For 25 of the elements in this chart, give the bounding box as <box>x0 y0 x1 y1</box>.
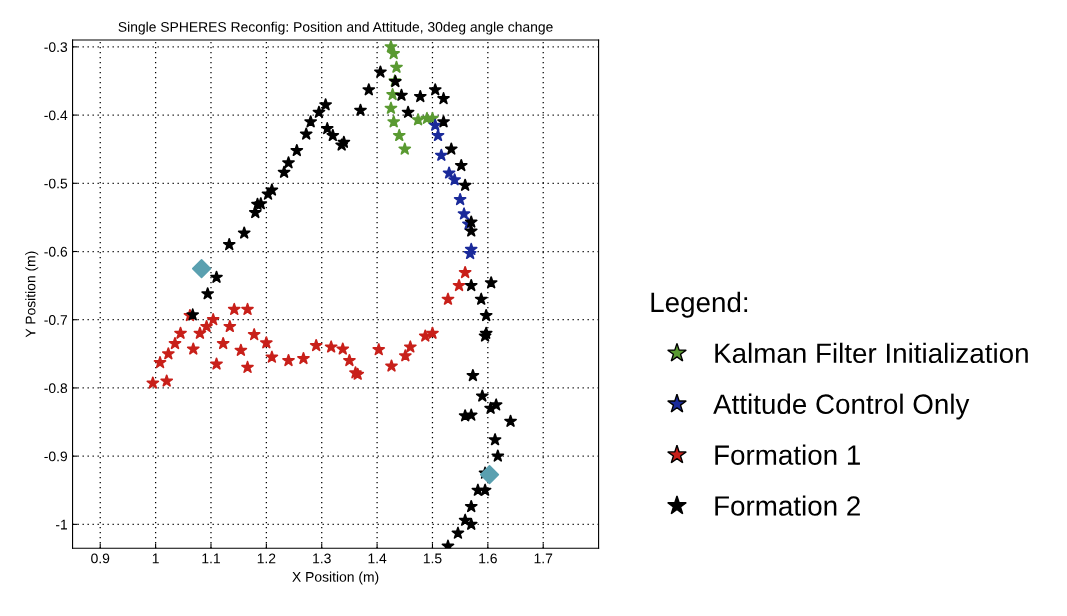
legend-label: Formation 2 <box>715 495 860 516</box>
x-tick-label: 1.4 <box>368 553 387 564</box>
y-tick-label: -1 <box>55 519 68 530</box>
x-tick-label: 0.9 <box>91 553 110 564</box>
legend-label: Kalman Filter Initialization <box>715 342 1028 364</box>
y-tick-label: -0.4 <box>44 110 68 121</box>
y-tick-label: -0.8 <box>44 383 68 394</box>
x-tick-label: 1.1 <box>202 553 220 564</box>
legend-label: Formation 1 <box>715 444 860 465</box>
y-tick-label: -0.6 <box>44 246 68 257</box>
y-tick-label: -0.5 <box>44 178 68 189</box>
y-tick-label: -0.7 <box>44 315 67 325</box>
x-tick-label: 1.6 <box>479 553 497 564</box>
x-tick-label: 1.5 <box>423 553 442 564</box>
y-tick-label: -0.3 <box>44 42 68 53</box>
legend-title: Legend: <box>651 291 748 318</box>
x-tick-label: 1 <box>152 553 159 564</box>
x-tick-label: 1.2 <box>257 553 276 564</box>
legend-label: Attitude Control Only <box>713 393 970 420</box>
chart-title: Single SPHERES Reconfig: Position and Attitude, 30deg angle change <box>118 21 553 35</box>
y-axis-title: Y Position (m) <box>25 251 39 338</box>
x-tick-label: 1.3 <box>313 553 331 564</box>
x-axis-title: X Position (m) <box>292 571 379 585</box>
y-tick-label: -0.9 <box>44 451 68 462</box>
x-tick-label: 1.7 <box>534 553 553 564</box>
